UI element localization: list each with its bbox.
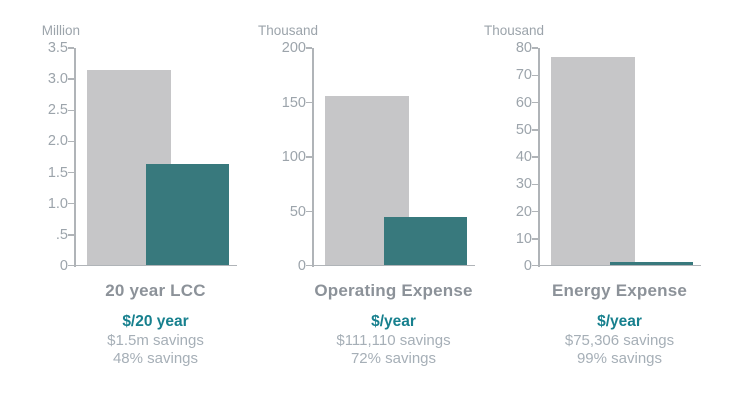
plot-area: 200 150 100 50 0 [254,40,484,274]
y-tick-mark [68,234,74,236]
y-tick-mark [532,156,538,158]
y-tick-label: 70 [515,67,532,84]
y-axis-line [312,48,314,267]
x-axis-line [532,264,701,266]
y-tick-mark [532,74,538,76]
savings-percent: 48% savings [112,350,199,367]
y-tick-mark [68,171,74,174]
y-tick-mark [532,210,538,213]
savings-amount: $111,110 savings [336,332,451,349]
y-tick-label: 0 [523,258,532,274]
chart-title: 20 year LCC [105,281,206,300]
y-tick-mark [532,101,538,104]
y-tick-label: 1.5 [47,164,68,181]
teal-bar [384,216,467,265]
x-axis-line [306,264,475,266]
chart-title: Operating Expense [314,281,473,300]
y-axis-line [74,48,76,267]
y-tick-label: 3.5 [47,40,68,56]
chart-energy-expense: Thousand 80 70 60 50 40 30 20 10 0 Energy Expens… [480,0,710,402]
unit-label: $/20 year [122,313,189,330]
y-tick-label: 100 [281,149,306,165]
savings-amount: $75,306 savings [564,332,675,349]
y-tick-mark [68,140,74,143]
y-tick-mark [306,210,312,213]
chart-operating-expense: Thousand 200 150 100 50 0 Operating Expense … [254,0,484,402]
y-axis-unit-label: Thousand [483,23,544,38]
y-tick-label: 0 [297,258,306,274]
unit-label: $/year [371,313,416,330]
y-tick-mark [306,101,312,104]
y-tick-mark [68,47,74,49]
y-tick-label: 10 [515,230,532,247]
y-axis-line [538,48,540,267]
y-tick-label: 200 [281,40,306,56]
y-tick-mark [68,109,74,112]
savings-amount: $1.5m savings [107,332,204,349]
y-tick-label: 3.0 [47,71,68,88]
plot-area: 3.5 3.0 2.5 2.0 1.5 1.0 .5 0 [16,40,246,274]
y-axis-unit-label: Thousand [257,23,318,38]
y-tick-label: 40 [515,149,532,165]
y-tick-label: 2.0 [47,133,68,150]
savings-percent: 99% savings [576,350,663,367]
y-tick-label: .5 [55,226,68,243]
y-tick-mark [68,78,74,80]
y-tick-label: 50 [289,203,306,220]
teal-bar [146,163,229,265]
savings-percent: 72% savings [350,350,437,367]
y-tick-label: 1.0 [47,195,68,212]
y-tick-mark [306,47,312,49]
y-tick-mark [306,156,312,158]
y-tick-mark [532,47,538,49]
y-tick-mark [532,129,538,131]
y-tick-label: 0 [59,258,68,274]
y-tick-label: 150 [281,94,306,111]
y-tick-mark [68,202,74,205]
chart-20-year-lcc: Million 3.5 3.0 2.5 2.0 1.5 1.0 .5 0 20 year LC… [16,0,246,402]
teal-bar [610,261,693,265]
chart-title: Energy Expense [551,281,688,300]
x-axis-line [68,264,237,266]
y-tick-mark [532,183,538,185]
y-axis-unit-label: Million [41,23,80,38]
gray-bar [551,57,635,265]
y-tick-label: 2.5 [47,102,68,119]
y-tick-mark [532,238,538,240]
plot-area: 80 70 60 50 40 30 20 10 0 [480,40,710,274]
y-tick-label: 20 [515,203,532,220]
y-tick-label: 30 [515,176,532,193]
y-tick-label: 80 [515,40,532,56]
y-tick-label: 60 [515,94,532,111]
y-tick-label: 50 [515,121,532,138]
unit-label: $/year [597,313,642,330]
